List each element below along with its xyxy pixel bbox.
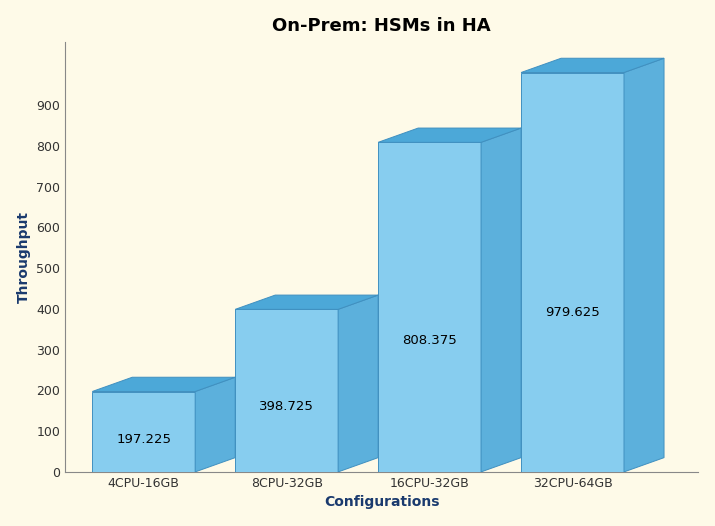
- Polygon shape: [481, 128, 521, 472]
- Polygon shape: [338, 295, 378, 472]
- Polygon shape: [521, 73, 624, 472]
- Polygon shape: [235, 309, 338, 472]
- Polygon shape: [92, 377, 235, 391]
- Text: 398.725: 398.725: [260, 400, 314, 413]
- Polygon shape: [521, 58, 664, 73]
- Polygon shape: [92, 391, 195, 472]
- Polygon shape: [378, 143, 481, 472]
- Polygon shape: [624, 58, 664, 472]
- Title: On-Prem: HSMs in HA: On-Prem: HSMs in HA: [272, 17, 491, 35]
- X-axis label: Configurations: Configurations: [324, 495, 440, 509]
- Text: 979.625: 979.625: [545, 306, 600, 319]
- Polygon shape: [195, 377, 235, 472]
- Polygon shape: [378, 128, 521, 143]
- Y-axis label: Throughput: Throughput: [16, 211, 31, 303]
- Polygon shape: [235, 295, 378, 309]
- Text: 197.225: 197.225: [117, 433, 171, 446]
- Text: 808.375: 808.375: [403, 333, 457, 347]
